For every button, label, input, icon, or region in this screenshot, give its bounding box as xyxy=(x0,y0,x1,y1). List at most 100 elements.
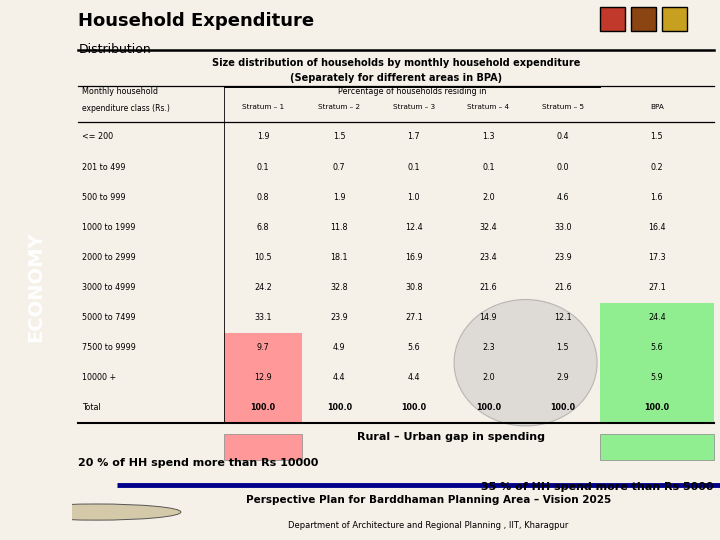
Text: ECONOMY: ECONOMY xyxy=(27,231,45,341)
Text: 23.9: 23.9 xyxy=(330,313,348,322)
Text: Perspective Plan for Barddhaman Planning Area – Vision 2025: Perspective Plan for Barddhaman Planning… xyxy=(246,495,611,505)
Text: 24.4: 24.4 xyxy=(648,313,665,322)
Text: 2.9: 2.9 xyxy=(557,373,570,382)
Text: BPA: BPA xyxy=(650,104,664,110)
Text: Household Expenditure: Household Expenditure xyxy=(78,12,315,30)
Text: 21.6: 21.6 xyxy=(480,283,497,292)
Text: Size distribution of households by monthly household expenditure: Size distribution of households by month… xyxy=(212,58,580,68)
Text: Stratum – 3: Stratum – 3 xyxy=(392,104,435,110)
Text: 0.1: 0.1 xyxy=(408,163,420,172)
Text: 4.4: 4.4 xyxy=(333,373,346,382)
Text: 5.6: 5.6 xyxy=(408,343,420,352)
Text: Total: Total xyxy=(82,403,101,413)
Text: 1.5: 1.5 xyxy=(333,132,346,141)
Text: 12.9: 12.9 xyxy=(254,373,272,382)
Text: 2.3: 2.3 xyxy=(482,343,495,352)
Text: 1.9: 1.9 xyxy=(257,132,269,141)
Text: 500 to 999: 500 to 999 xyxy=(82,193,126,201)
Text: 100.0: 100.0 xyxy=(550,403,575,413)
Text: 16.9: 16.9 xyxy=(405,253,423,262)
FancyBboxPatch shape xyxy=(631,7,656,31)
Text: 1.3: 1.3 xyxy=(482,132,495,141)
Text: Stratum – 5: Stratum – 5 xyxy=(541,104,584,110)
Text: 4.6: 4.6 xyxy=(557,193,569,201)
Text: 5.6: 5.6 xyxy=(650,343,663,352)
Text: 9.7: 9.7 xyxy=(257,343,269,352)
Text: 201 to 499: 201 to 499 xyxy=(82,163,126,172)
Text: 14.9: 14.9 xyxy=(480,313,497,322)
Text: 2.0: 2.0 xyxy=(482,193,495,201)
Text: <= 200: <= 200 xyxy=(82,132,114,141)
Text: 4.4: 4.4 xyxy=(408,373,420,382)
FancyBboxPatch shape xyxy=(225,434,302,460)
Text: 11.8: 11.8 xyxy=(330,222,348,232)
Text: 27.1: 27.1 xyxy=(405,313,423,322)
Text: 1.7: 1.7 xyxy=(408,132,420,141)
Text: Monthly household: Monthly household xyxy=(82,87,158,96)
Text: 1.5: 1.5 xyxy=(650,132,663,141)
Text: Rural – Urban gap in spending: Rural – Urban gap in spending xyxy=(357,431,545,442)
FancyBboxPatch shape xyxy=(662,7,687,31)
Text: 24.2: 24.2 xyxy=(254,283,272,292)
Text: 100.0: 100.0 xyxy=(476,403,501,413)
Text: 0.1: 0.1 xyxy=(482,163,495,172)
FancyBboxPatch shape xyxy=(600,434,714,460)
Circle shape xyxy=(12,504,181,520)
Ellipse shape xyxy=(454,300,597,426)
Text: 100.0: 100.0 xyxy=(401,403,426,413)
Text: 21.6: 21.6 xyxy=(554,283,572,292)
Text: 20 % of HH spend more than Rs 10000: 20 % of HH spend more than Rs 10000 xyxy=(78,458,319,468)
Text: 7500 to 9999: 7500 to 9999 xyxy=(82,343,136,352)
Text: 100.0: 100.0 xyxy=(251,403,276,413)
FancyBboxPatch shape xyxy=(225,363,302,393)
Text: 5000 to 7499: 5000 to 7499 xyxy=(82,313,136,322)
Text: 23.9: 23.9 xyxy=(554,253,572,262)
Text: 17.3: 17.3 xyxy=(648,253,665,262)
Text: Stratum – 4: Stratum – 4 xyxy=(467,104,510,110)
Text: 0.7: 0.7 xyxy=(333,163,346,172)
Text: Percentage of households residing in: Percentage of households residing in xyxy=(338,87,487,96)
Text: 5.9: 5.9 xyxy=(650,373,663,382)
FancyBboxPatch shape xyxy=(600,333,714,363)
Text: 10.5: 10.5 xyxy=(254,253,272,262)
Text: 0.1: 0.1 xyxy=(257,163,269,172)
Text: 4.9: 4.9 xyxy=(333,343,346,352)
Text: expenditure class (Rs.): expenditure class (Rs.) xyxy=(82,104,170,113)
Text: 35 % of HH spend more than Rs 5000: 35 % of HH spend more than Rs 5000 xyxy=(481,482,714,492)
FancyBboxPatch shape xyxy=(600,7,625,31)
Text: 27.1: 27.1 xyxy=(648,283,666,292)
FancyBboxPatch shape xyxy=(600,393,714,423)
Text: 100.0: 100.0 xyxy=(327,403,352,413)
FancyBboxPatch shape xyxy=(600,302,714,333)
Text: 2.0: 2.0 xyxy=(482,373,495,382)
Text: 10000 +: 10000 + xyxy=(82,373,117,382)
FancyBboxPatch shape xyxy=(225,333,302,363)
Text: 33.0: 33.0 xyxy=(554,222,572,232)
Text: 1.0: 1.0 xyxy=(408,193,420,201)
Text: 32.8: 32.8 xyxy=(330,283,348,292)
Text: 1.6: 1.6 xyxy=(651,193,663,201)
Text: 0.2: 0.2 xyxy=(650,163,663,172)
FancyBboxPatch shape xyxy=(225,393,302,423)
Text: 0.8: 0.8 xyxy=(257,193,269,201)
Text: 100.0: 100.0 xyxy=(644,403,670,413)
Text: 32.4: 32.4 xyxy=(480,222,497,232)
Text: 30.8: 30.8 xyxy=(405,283,423,292)
Text: 0.4: 0.4 xyxy=(557,132,569,141)
Text: (Separately for different areas in BPA): (Separately for different areas in BPA) xyxy=(290,73,502,83)
FancyBboxPatch shape xyxy=(600,363,714,393)
Text: 33.1: 33.1 xyxy=(254,313,272,322)
Text: 16.4: 16.4 xyxy=(648,222,665,232)
Text: 6.8: 6.8 xyxy=(257,222,269,232)
Text: 2000 to 2999: 2000 to 2999 xyxy=(82,253,136,262)
Text: Stratum – 2: Stratum – 2 xyxy=(318,104,361,110)
Text: 1.5: 1.5 xyxy=(557,343,570,352)
Text: 12.4: 12.4 xyxy=(405,222,423,232)
Text: Distribution: Distribution xyxy=(78,43,151,56)
Text: Stratum – 1: Stratum – 1 xyxy=(242,104,284,110)
Text: 3000 to 4999: 3000 to 4999 xyxy=(82,283,136,292)
Text: 1000 to 1999: 1000 to 1999 xyxy=(82,222,136,232)
Text: 23.4: 23.4 xyxy=(480,253,497,262)
Text: 0.0: 0.0 xyxy=(557,163,569,172)
Text: 12.1: 12.1 xyxy=(554,313,572,322)
